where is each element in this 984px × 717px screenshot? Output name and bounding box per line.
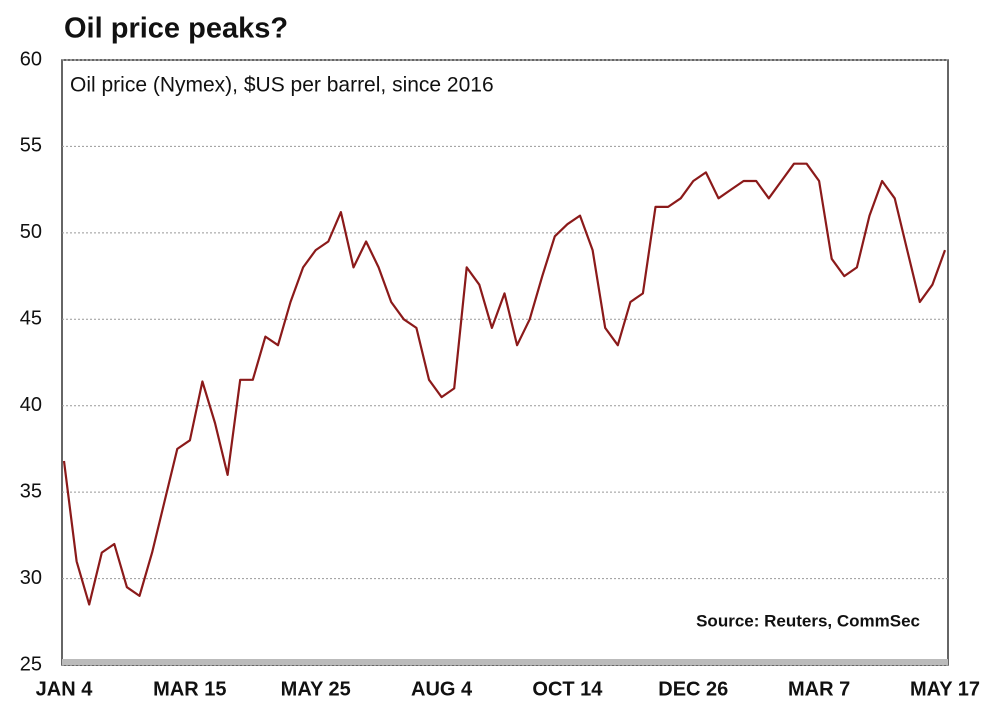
- y-tick-label: 30: [20, 567, 42, 589]
- x-tick-label: DEC 26: [658, 678, 728, 700]
- x-tick-label: JAN 4: [36, 678, 94, 700]
- y-tick-label: 50: [20, 221, 42, 243]
- chart-subtitle: Oil price (Nymex), $US per barrel, since…: [70, 74, 494, 97]
- x-tick-label: MAY 25: [281, 678, 351, 700]
- plot-frame: [61, 59, 949, 666]
- price-line: [62, 162, 947, 606]
- x-tick-label: MAY 17: [910, 678, 980, 700]
- x-tick-label: OCT 14: [532, 678, 603, 700]
- y-tick-label: 45: [20, 308, 42, 330]
- chart-title: Oil price peaks?: [64, 13, 288, 45]
- x-tick-label: MAR 15: [153, 678, 226, 700]
- y-tick-label: 35: [20, 480, 42, 502]
- y-tick-label: 55: [20, 135, 42, 157]
- y-tick-label: 60: [20, 48, 42, 70]
- source-note: Source: Reuters, CommSec: [696, 611, 920, 630]
- x-axis-band: [62, 659, 948, 665]
- y-tick-label: 25: [20, 653, 42, 675]
- x-tick-label: MAR 7: [788, 678, 850, 700]
- x-tick-label: AUG 4: [411, 678, 473, 700]
- y-tick-label: 40: [20, 394, 42, 416]
